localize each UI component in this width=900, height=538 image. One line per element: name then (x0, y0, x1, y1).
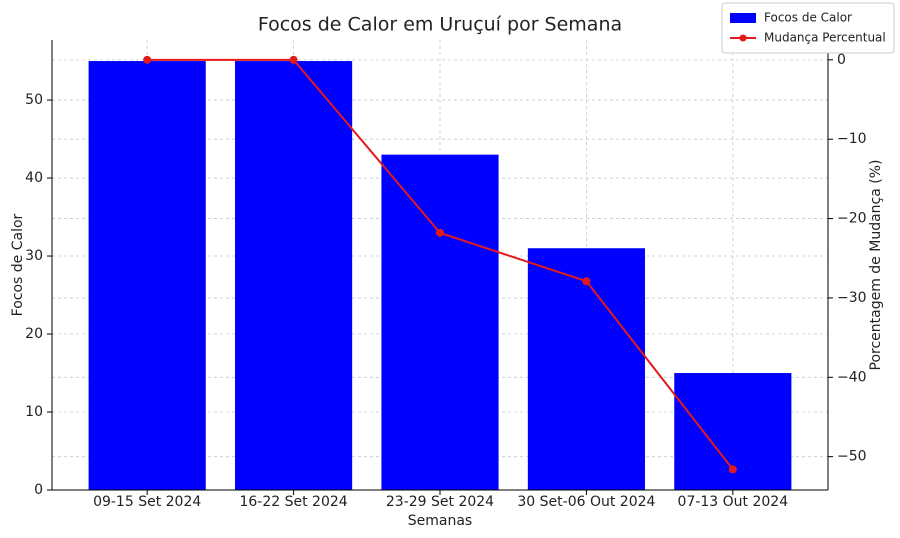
x-axis-label: Semanas (408, 513, 472, 529)
legend-label: Mudança Percentual (764, 31, 886, 45)
y2-tick-label: −50 (837, 449, 867, 465)
y-tick-label: 30 (25, 248, 43, 264)
x-tick-label: 07-13 Out 2024 (678, 494, 789, 510)
y-tick-label: 50 (25, 92, 43, 108)
marker (289, 55, 298, 64)
legend-swatch (730, 13, 756, 23)
bar (235, 61, 353, 491)
y2-tick-label: 0 (837, 52, 846, 68)
y2-tick-label: −30 (837, 290, 867, 306)
x-tick-label: 30 Set-06 Out 2024 (517, 494, 655, 510)
y-tick-label: 20 (25, 326, 43, 342)
x-tick-label: 23-29 Set 2024 (386, 494, 494, 510)
marker (728, 465, 737, 474)
y-axis-label: Focos de Calor (10, 213, 26, 316)
legend-marker (739, 34, 747, 42)
bar (381, 154, 499, 490)
bar (88, 61, 206, 491)
legend-box (721, 2, 895, 54)
marker (436, 228, 444, 237)
x-tick-label: 09-15 Set 2024 (93, 494, 201, 510)
marker (582, 277, 591, 286)
y-tick-label: 10 (25, 404, 43, 420)
legend-label: Focos de Calor (764, 11, 852, 25)
y2-axis-label: Porcentagem de Mudança (%) (868, 160, 884, 371)
legend: Focos de Calor Mudança Percentual (721, 2, 895, 54)
y-tick-label: 0 (34, 482, 43, 498)
x-tick-label: 16-22 Set 2024 (239, 494, 347, 510)
y-tick-label: 40 (25, 170, 43, 186)
y2-tick-label: −10 (837, 131, 867, 147)
y2-tick-label: −20 (837, 211, 867, 227)
chart-title: Focos de Calor em Uruçuí por Semana (258, 14, 622, 36)
bar (527, 248, 645, 490)
marker (143, 55, 152, 64)
y2-tick-label: −40 (837, 369, 867, 385)
